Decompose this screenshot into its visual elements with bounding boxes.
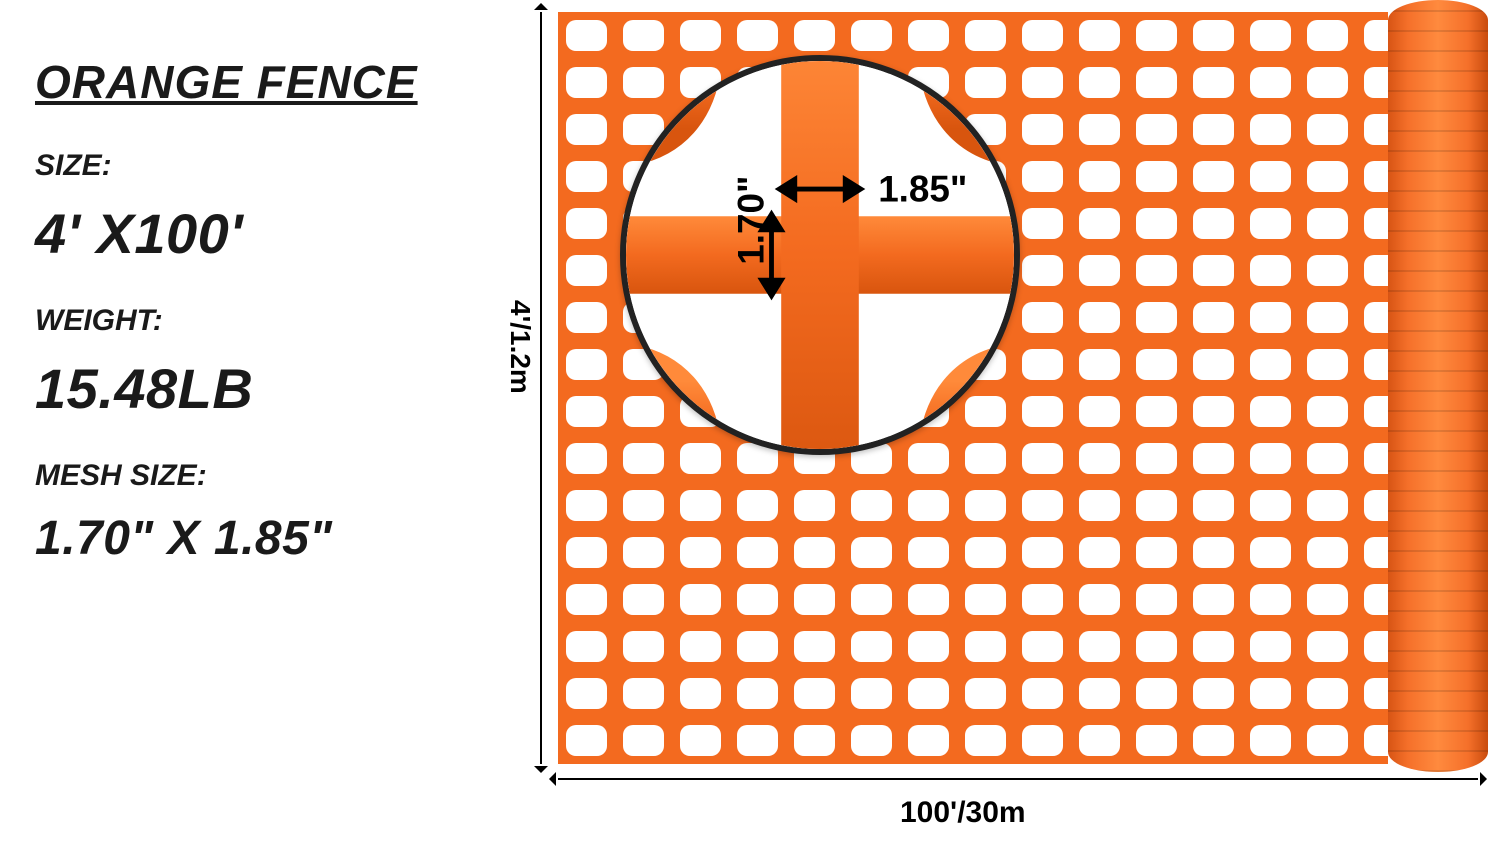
product-title: ORANGE FENCE <box>35 55 465 109</box>
weight-value: 15.48LB <box>35 356 465 421</box>
fence-diagram: 4'/1.2m 100'/30m <box>500 0 1500 845</box>
size-label: SIZE: <box>35 149 465 183</box>
magnifier-svg: 1.85" 1.70" <box>626 61 1014 449</box>
fence-roll <box>1388 0 1488 772</box>
spec-panel: ORANGE FENCE SIZE: 4' X100' WEIGHT: 15.4… <box>35 55 465 604</box>
hole-width-label: 1.85" <box>878 169 967 210</box>
weight-label: WEIGHT: <box>35 304 465 338</box>
size-value: 4' X100' <box>35 201 465 266</box>
meshsize-label: MESH SIZE: <box>35 459 465 493</box>
meshsize-value: 1.70" X 1.85" <box>35 511 465 566</box>
width-axis <box>558 778 1478 780</box>
height-dimension-label: 4'/1.2m <box>504 300 536 394</box>
width-dimension-label: 100'/30m <box>900 796 1026 830</box>
hole-height-label: 1.70" <box>731 175 772 264</box>
mesh-detail-magnifier: 1.85" 1.70" <box>620 55 1020 455</box>
height-axis <box>540 12 542 764</box>
